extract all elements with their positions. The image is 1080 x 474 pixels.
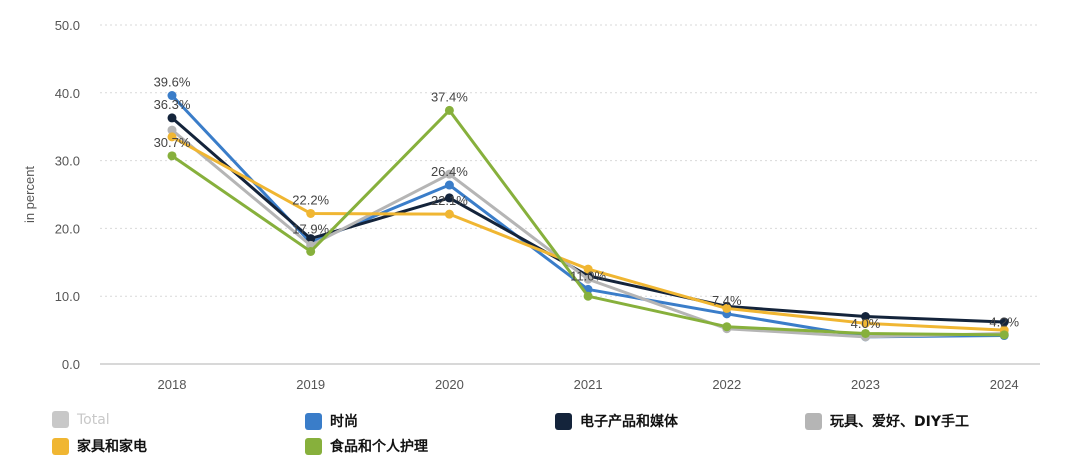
- legend-item[interactable]: 玩具、爱好、DIY手工: [805, 411, 969, 431]
- x-tick-label: 2023: [851, 377, 880, 392]
- data-label: 22.2%: [292, 192, 329, 207]
- data-point[interactable]: [167, 91, 177, 101]
- data-point[interactable]: [444, 209, 454, 219]
- legend-label: 玩具、爱好、DIY手工: [830, 414, 969, 430]
- legend-label: 食品和个人护理: [330, 439, 428, 455]
- data-point[interactable]: [861, 328, 870, 338]
- y-tick-label: 0.0: [62, 357, 80, 372]
- legend-swatch: [52, 411, 69, 428]
- data-label: 37.4%: [431, 89, 468, 104]
- y-tick-label: 40.0: [55, 86, 80, 101]
- data-point[interactable]: [167, 113, 177, 123]
- legend-label: Total: [77, 411, 110, 428]
- x-tick-label: 2019: [296, 377, 325, 392]
- legend-label: 家具和家电: [77, 439, 147, 455]
- y-tick-label: 10.0: [55, 289, 80, 304]
- data-label: 36.3%: [154, 97, 191, 112]
- data-point[interactable]: [167, 151, 177, 161]
- data-point[interactable]: [583, 291, 593, 301]
- data-point[interactable]: [444, 180, 454, 190]
- data-label: 26.4%: [431, 164, 468, 179]
- data-label: 39.6%: [154, 75, 191, 90]
- legend-item[interactable]: 电子产品和媒体: [555, 411, 678, 431]
- data-point[interactable]: [583, 264, 593, 274]
- legend-item[interactable]: 时尚: [305, 411, 358, 431]
- data-label: 30.7%: [154, 135, 191, 150]
- x-tick-label: 2022: [712, 377, 741, 392]
- data-point[interactable]: [306, 234, 316, 244]
- x-tick-label: 2024: [990, 377, 1019, 392]
- data-label: 4.0%: [851, 316, 881, 331]
- legend-item[interactable]: 家具和家电: [52, 436, 147, 456]
- y-tick-label: 30.0: [55, 154, 80, 169]
- data-point[interactable]: [583, 274, 593, 284]
- data-point[interactable]: [999, 317, 1009, 327]
- data-point[interactable]: [444, 193, 454, 203]
- x-tick-label: 2018: [158, 377, 187, 392]
- data-label: 4.2%: [989, 315, 1019, 330]
- legend-swatch: [305, 437, 322, 455]
- legend-label: 电子产品和媒体: [580, 414, 678, 430]
- data-label: 17.9%: [292, 222, 329, 237]
- data-point[interactable]: [167, 125, 177, 135]
- legend-swatch: [52, 437, 69, 455]
- legend-swatch: [805, 412, 822, 430]
- legend-item[interactable]: 食品和个人护理: [305, 436, 428, 456]
- legend-item[interactable]: Total: [52, 411, 110, 428]
- data-point[interactable]: [861, 318, 870, 328]
- data-point[interactable]: [861, 312, 870, 322]
- data-point[interactable]: [306, 208, 316, 218]
- x-tick-label: 2021: [574, 377, 603, 392]
- legend-swatch: [555, 412, 572, 430]
- data-point[interactable]: [444, 169, 454, 179]
- y-tick-label: 50.0: [55, 18, 80, 33]
- data-point[interactable]: [167, 132, 177, 142]
- data-label: 22.1%: [431, 193, 468, 208]
- legend-label: 时尚: [330, 414, 358, 430]
- data-point[interactable]: [999, 330, 1009, 340]
- legend-swatch: [305, 412, 322, 430]
- data-point[interactable]: [722, 322, 732, 332]
- data-point[interactable]: [722, 303, 732, 313]
- data-point[interactable]: [444, 105, 454, 115]
- x-tick-label: 2020: [435, 377, 464, 392]
- y-tick-label: 20.0: [55, 221, 80, 236]
- data-point[interactable]: [306, 246, 316, 256]
- data-label: 7.4%: [712, 293, 742, 308]
- data-label: 11.0%: [570, 268, 606, 283]
- y-axis-title: in percent: [22, 166, 37, 223]
